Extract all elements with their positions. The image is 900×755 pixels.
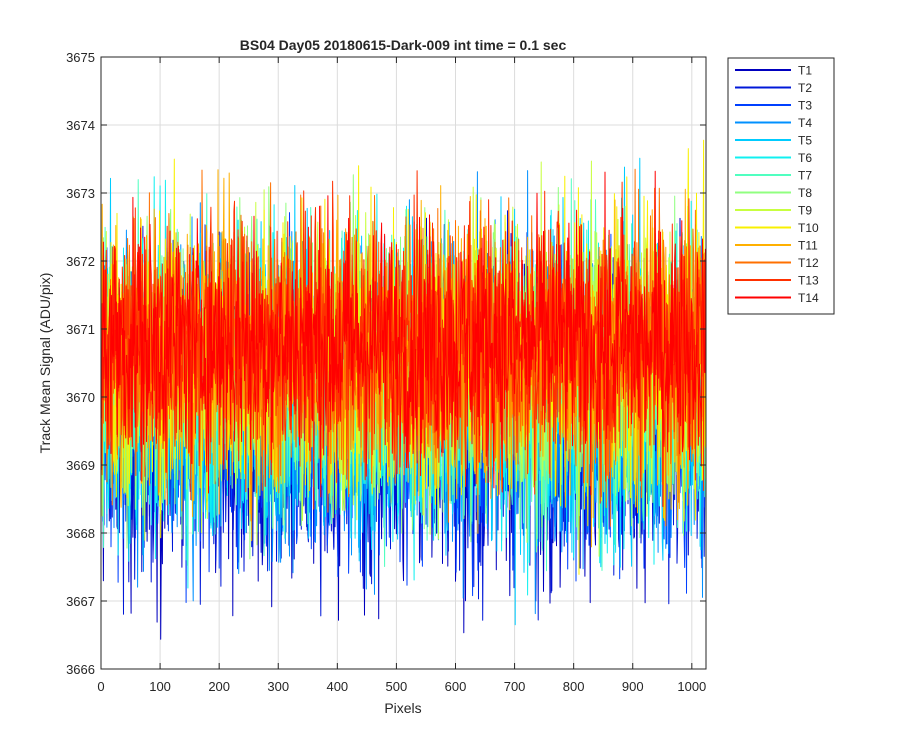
legend-label: T5 [798,134,812,148]
y-tick-label: 3674 [66,118,95,133]
legend-label: T13 [798,274,819,288]
y-axis-label: Track Mean Signal (ADU/pix) [37,273,53,454]
y-tick-label: 3672 [66,254,95,269]
axis-ticks: 0 100 200 300 400 500 600 700 800 900 1000 3666 3667… [66,50,706,694]
legend-box [727,57,835,315]
y-tick-label: 3675 [66,50,95,65]
x-tick-label: 1000 [677,679,706,694]
legend-label: T2 [798,81,812,95]
y-tick-label: 3667 [66,594,95,609]
y-tick-label: 3666 [66,662,95,677]
x-tick-label: 300 [267,679,289,694]
chart-title: BS04 Day05 20180615-Dark-009 int time = … [240,37,567,53]
y-tick-label: 3673 [66,186,95,201]
x-tick-label: 100 [149,679,171,694]
legend-label: T1 [798,64,812,78]
y-tick-label: 3670 [66,390,95,405]
y-tick-label: 3668 [66,526,95,541]
x-tick-label: 800 [563,679,585,694]
y-tick-label: 3669 [66,458,95,473]
x-axis-label: Pixels [384,700,421,716]
x-tick-label: 0 [97,679,104,694]
legend-label: T4 [798,116,812,130]
x-tick-label: 500 [386,679,408,694]
x-tick-label: 200 [208,679,230,694]
plot-border [100,56,707,670]
legend: T1 T2 T3 T4 T5 T6 T7 T8 T9 T10 T11 T12 T13 T14 [727,57,835,315]
legend-label: T6 [798,151,812,165]
legend-label: T9 [798,204,812,218]
x-tick-label: 400 [326,679,348,694]
legend-label: T7 [798,169,812,183]
x-tick-label: 900 [622,679,644,694]
x-tick-label: 700 [504,679,526,694]
series-layer [100,139,707,640]
legend-label: T11 [798,239,818,253]
legend-label: T3 [798,99,812,113]
legend-label: T8 [798,186,812,200]
legend-label: T12 [798,256,819,270]
legend-label: T14 [798,291,819,305]
y-tick-label: 3671 [66,322,95,337]
legend-label: T10 [798,221,819,235]
x-tick-label: 600 [445,679,467,694]
series-line-t14 [100,170,707,507]
